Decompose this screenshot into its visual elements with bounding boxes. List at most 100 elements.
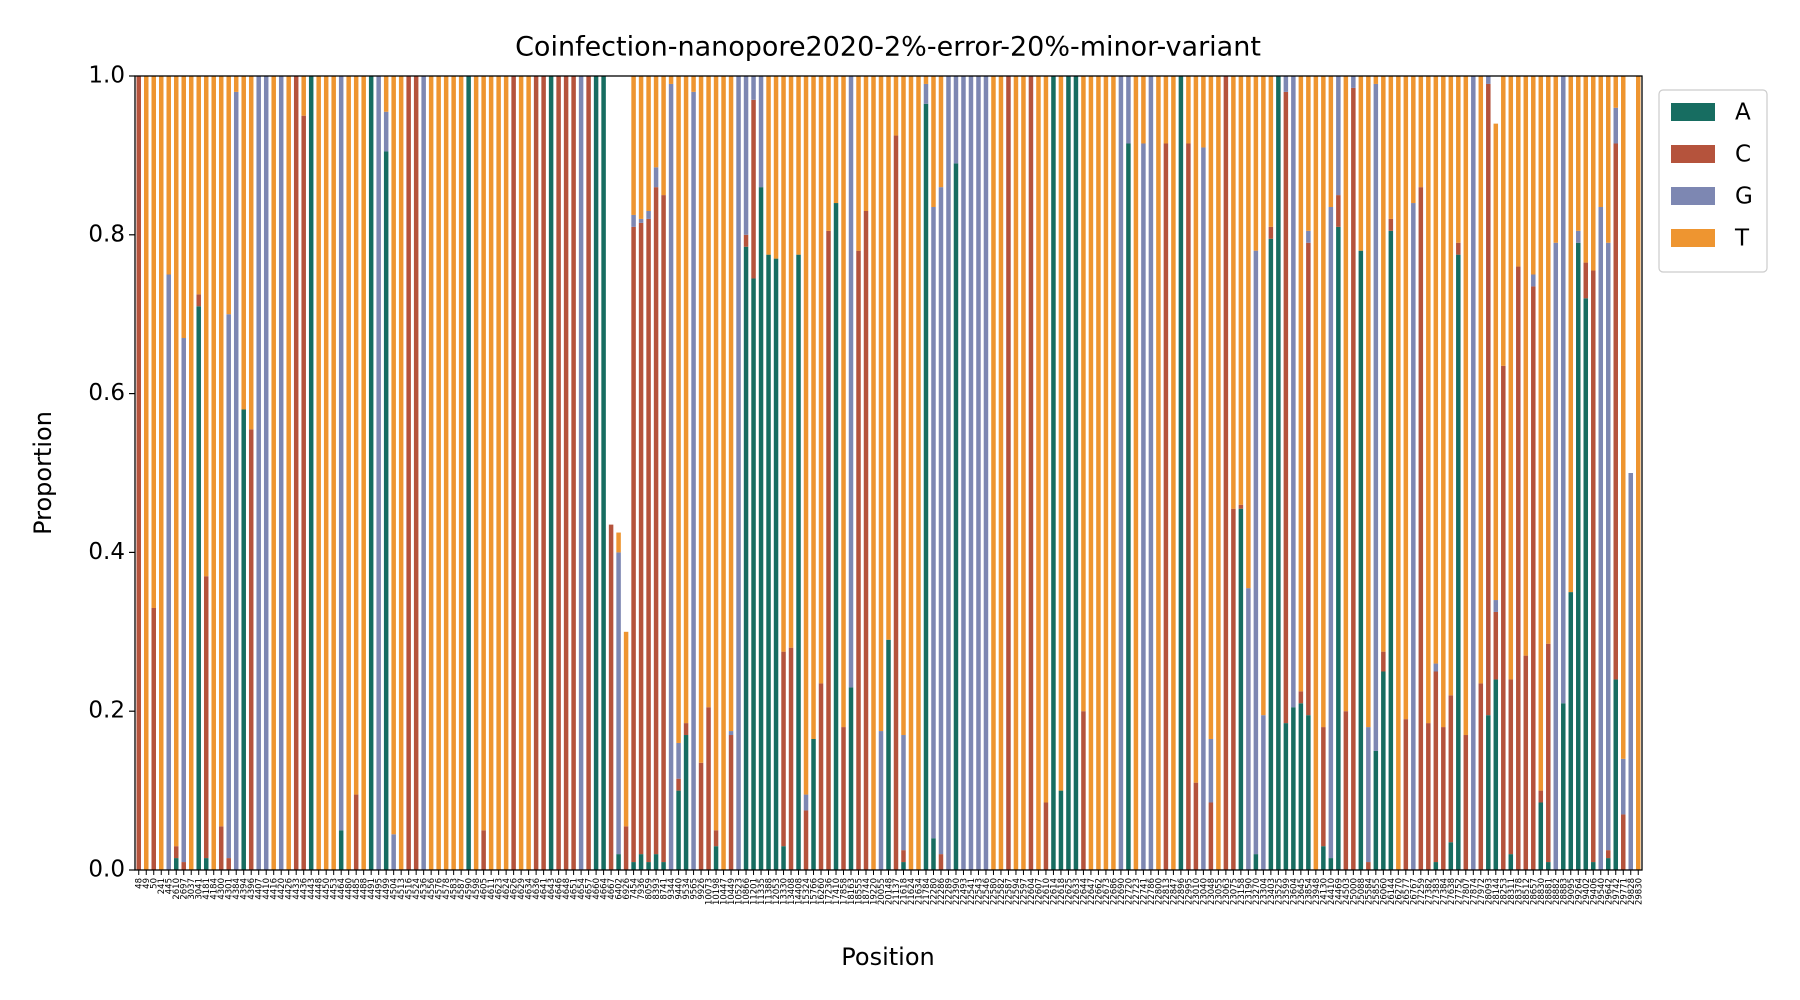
x-tick-label: 10449 xyxy=(727,878,737,905)
bar-segment xyxy=(788,647,794,870)
bar-segment xyxy=(1111,76,1116,870)
bar-segment xyxy=(698,76,704,763)
bar-segment xyxy=(353,794,359,870)
bar-segment xyxy=(1126,143,1131,871)
bar-segment xyxy=(1508,679,1514,855)
bar-segment xyxy=(1231,76,1236,509)
x-tick-label: 445 xyxy=(165,878,175,894)
bar-segment xyxy=(1426,76,1431,724)
x-tick-label: 4624 xyxy=(502,878,512,900)
bar-segment xyxy=(593,76,599,870)
chart-title: Coinfection-nanopore2020-2%-error-20%-mi… xyxy=(515,32,1261,63)
x-tick-label: 4426 xyxy=(285,878,295,900)
bar-segment xyxy=(166,274,171,870)
bar-segment xyxy=(278,76,284,870)
x-tick-label: 22541 xyxy=(967,878,977,905)
bar-segment xyxy=(631,226,636,863)
plot-frame xyxy=(134,75,1643,871)
x-tick-label: 22618 xyxy=(1057,878,1067,905)
bar-segment xyxy=(1516,76,1521,267)
x-tick-label: 8393 xyxy=(652,878,662,900)
x-tick-label: 4556 xyxy=(427,878,437,900)
x-tick-label: 23854 xyxy=(1304,878,1314,905)
x-tick-label: 28882 xyxy=(1552,878,1562,905)
bar-segment xyxy=(1546,76,1551,644)
x-tick-label: 4450 xyxy=(322,878,332,900)
x-tick-label: 48 xyxy=(135,878,145,889)
x-tick-label: 23604 xyxy=(1289,878,1299,905)
x-tick-label: 15766 xyxy=(810,878,820,905)
x-tick-label: 4643 xyxy=(547,878,557,900)
bar-segment xyxy=(653,76,659,168)
bar-segment xyxy=(1186,76,1191,144)
bar-segment xyxy=(1486,83,1491,716)
bar-segment xyxy=(211,76,216,870)
bar-segment xyxy=(1418,76,1424,188)
bar-segment xyxy=(766,76,771,255)
x-tick-label: 4513 xyxy=(397,878,407,900)
x-tick-label: 22896 xyxy=(1177,878,1187,905)
x-tick-label: 20148 xyxy=(885,878,895,905)
bar-segment xyxy=(683,723,689,736)
bar-segment xyxy=(1561,703,1566,870)
bar-segment xyxy=(451,76,456,870)
bar-segment xyxy=(271,76,276,870)
bar-segment xyxy=(1291,76,1296,708)
x-tick-label: 22813 xyxy=(1162,878,1172,905)
bar-segment xyxy=(1396,76,1401,870)
x-tick-label: 4629 xyxy=(517,878,527,900)
x-tick-label: 9440 xyxy=(675,878,685,900)
bar-segment xyxy=(923,103,929,871)
bar-segment xyxy=(1081,711,1086,870)
x-tick-label: 23525 xyxy=(1274,878,1284,905)
x-tick-label: 27972 xyxy=(1477,878,1487,905)
bar-segment xyxy=(691,91,696,870)
bar-segment xyxy=(751,76,756,100)
x-tick-label: 4433 xyxy=(292,878,302,900)
bar-segment xyxy=(1621,76,1626,759)
bar-segment xyxy=(1088,76,1094,870)
x-tick-label: 22610 xyxy=(1042,878,1052,905)
x-tick-label: 26767 xyxy=(1409,878,1419,905)
x-tick-label: 4301 xyxy=(225,878,235,900)
bar-segment xyxy=(841,76,846,728)
bar-segment xyxy=(263,76,269,870)
bar-segment xyxy=(391,834,396,870)
bar-segment xyxy=(1328,858,1334,870)
bar-segment xyxy=(241,76,246,410)
bar-segment xyxy=(173,846,179,859)
x-tick-label: 9565 xyxy=(690,878,700,900)
bar-segment xyxy=(758,187,764,870)
bar-segment xyxy=(758,76,764,188)
x-tick-label: 14408 xyxy=(795,878,805,905)
bar-segment xyxy=(1433,862,1439,870)
bar-segment xyxy=(1613,679,1619,870)
bar-segment xyxy=(608,524,614,870)
bar-segment xyxy=(901,76,906,736)
x-tick-label: 4651 xyxy=(570,878,580,900)
bar-segment xyxy=(466,76,471,870)
bar-segment xyxy=(316,76,321,870)
x-tick-label: 22633 xyxy=(1072,878,1082,905)
bar-segment xyxy=(1441,76,1446,728)
bar-segment xyxy=(646,862,651,870)
bar-segment xyxy=(623,826,629,870)
x-tick-label: 4464 xyxy=(337,878,347,900)
bar-segment xyxy=(676,742,681,779)
bar-segment xyxy=(638,222,644,855)
bar-segment xyxy=(901,862,906,870)
x-tick-label: 28378 xyxy=(1514,878,1524,905)
bar-segment xyxy=(488,76,494,870)
bar-segment xyxy=(203,76,209,577)
y-tick-label: 0.8 xyxy=(88,221,125,247)
bar-segment xyxy=(188,76,194,870)
x-tick-label: 7454 xyxy=(630,878,640,900)
bar-segment xyxy=(1223,76,1229,870)
x-tick-label: 25000 xyxy=(1349,878,1359,905)
bar-segment xyxy=(1283,91,1289,724)
x-tick-label: 4626 xyxy=(510,878,520,900)
bar-segment xyxy=(556,76,561,870)
x-tick-label: 22673 xyxy=(1102,878,1112,905)
bar-segment xyxy=(848,76,854,688)
